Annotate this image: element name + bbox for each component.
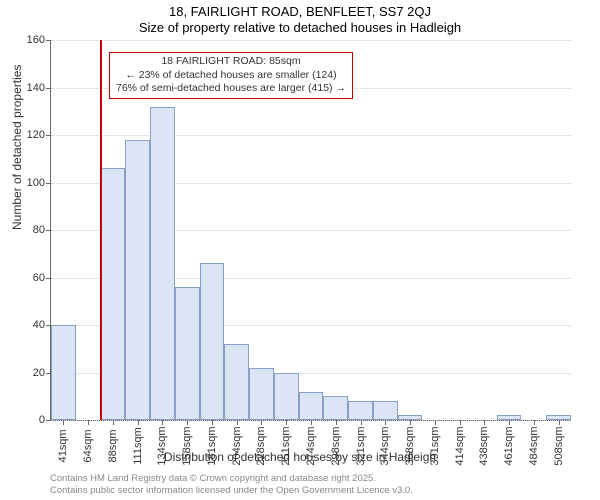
histogram-bar xyxy=(200,263,225,420)
histogram-bar xyxy=(249,368,274,420)
y-tick-mark xyxy=(46,183,51,184)
x-tick-mark xyxy=(509,420,510,425)
histogram-bar xyxy=(224,344,249,420)
histogram-bar xyxy=(101,168,126,420)
x-tick-mark xyxy=(435,420,436,425)
x-tick-mark xyxy=(534,420,535,425)
footer-line2: Contains public sector information licen… xyxy=(50,485,413,496)
x-tick-mark xyxy=(113,420,114,425)
annotation-line2: ← 23% of detached houses are smaller (12… xyxy=(116,69,346,83)
histogram-bar xyxy=(175,287,200,420)
x-tick-mark xyxy=(484,420,485,425)
y-tick-mark xyxy=(46,135,51,136)
plot-area: 41sqm64sqm88sqm111sqm134sqm158sqm181sqm2… xyxy=(50,40,571,421)
x-tick-mark xyxy=(88,420,89,425)
histogram-bar xyxy=(51,325,76,420)
annotation-line3: 76% of semi-detached houses are larger (… xyxy=(116,82,346,96)
histogram-bar xyxy=(373,401,398,420)
y-tick-label: 60 xyxy=(33,272,45,284)
histogram-bar xyxy=(299,392,324,421)
chart-title-sub: Size of property relative to detached ho… xyxy=(0,20,600,35)
y-tick-label: 20 xyxy=(33,367,45,379)
y-tick-label: 140 xyxy=(27,82,45,94)
y-tick-mark xyxy=(46,88,51,89)
x-tick-mark xyxy=(261,420,262,425)
gridline xyxy=(51,40,571,41)
histogram-bar xyxy=(150,107,175,421)
y-tick-label: 0 xyxy=(39,414,45,426)
histogram-bar xyxy=(125,140,150,420)
x-tick-mark xyxy=(559,420,560,425)
footer-line1: Contains HM Land Registry data © Crown c… xyxy=(50,473,413,484)
y-tick-mark xyxy=(46,278,51,279)
annotation-line1: 18 FAIRLIGHT ROAD: 85sqm xyxy=(116,55,346,69)
x-tick-mark xyxy=(237,420,238,425)
y-axis-label: Number of detached properties xyxy=(10,65,24,230)
y-tick-mark xyxy=(46,40,51,41)
x-axis-label: Distribution of detached houses by size … xyxy=(0,450,600,464)
gridline xyxy=(51,135,571,136)
x-tick-mark xyxy=(212,420,213,425)
x-tick-mark xyxy=(138,420,139,425)
x-tick-mark xyxy=(187,420,188,425)
x-tick-mark xyxy=(361,420,362,425)
x-tick-mark xyxy=(286,420,287,425)
histogram-bar xyxy=(274,373,299,421)
x-tick-mark xyxy=(162,420,163,425)
y-tick-label: 100 xyxy=(27,177,45,189)
chart-container: 41sqm64sqm88sqm111sqm134sqm158sqm181sqm2… xyxy=(50,40,570,420)
x-tick-mark xyxy=(385,420,386,425)
annotation-box: 18 FAIRLIGHT ROAD: 85sqm← 23% of detache… xyxy=(109,52,353,99)
y-tick-mark xyxy=(46,420,51,421)
y-tick-label: 40 xyxy=(33,319,45,331)
footer-attribution: Contains HM Land Registry data © Crown c… xyxy=(50,473,413,496)
histogram-bar xyxy=(348,401,373,420)
y-tick-label: 80 xyxy=(33,224,45,236)
x-tick-mark xyxy=(336,420,337,425)
x-tick-mark xyxy=(410,420,411,425)
reference-line xyxy=(100,40,102,420)
x-tick-mark xyxy=(63,420,64,425)
y-tick-label: 120 xyxy=(27,129,45,141)
y-tick-label: 160 xyxy=(27,34,45,46)
x-tick-mark xyxy=(460,420,461,425)
chart-title-main: 18, FAIRLIGHT ROAD, BENFLEET, SS7 2QJ xyxy=(0,4,600,19)
x-tick-mark xyxy=(311,420,312,425)
histogram-bar xyxy=(323,396,348,420)
y-tick-mark xyxy=(46,230,51,231)
